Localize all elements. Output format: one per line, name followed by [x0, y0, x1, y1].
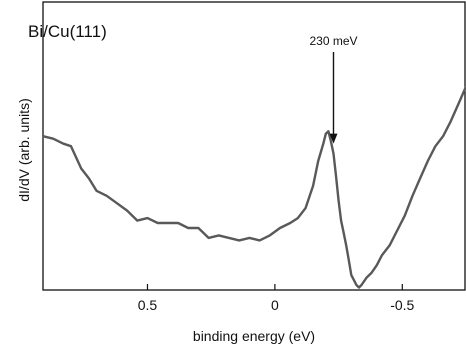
- annotation-arrow-head: [329, 133, 338, 144]
- y-axis-label: dI/dV (arb. units): [16, 98, 32, 202]
- x-tick-label: 0.5: [138, 297, 158, 313]
- plot-frame: [42, 1, 466, 291]
- x-tick-label: -0.5: [390, 297, 414, 313]
- plot-area: [42, 1, 466, 291]
- x-axis-label: binding energy (eV): [193, 328, 315, 344]
- x-tick-label: 0: [271, 297, 279, 313]
- x-ticks: 0.5 0 -0.5: [138, 284, 415, 313]
- series-line: [42, 86, 466, 289]
- panel-label: Bi/Cu(111): [28, 22, 107, 41]
- annotation-label: 230 meV: [309, 34, 357, 48]
